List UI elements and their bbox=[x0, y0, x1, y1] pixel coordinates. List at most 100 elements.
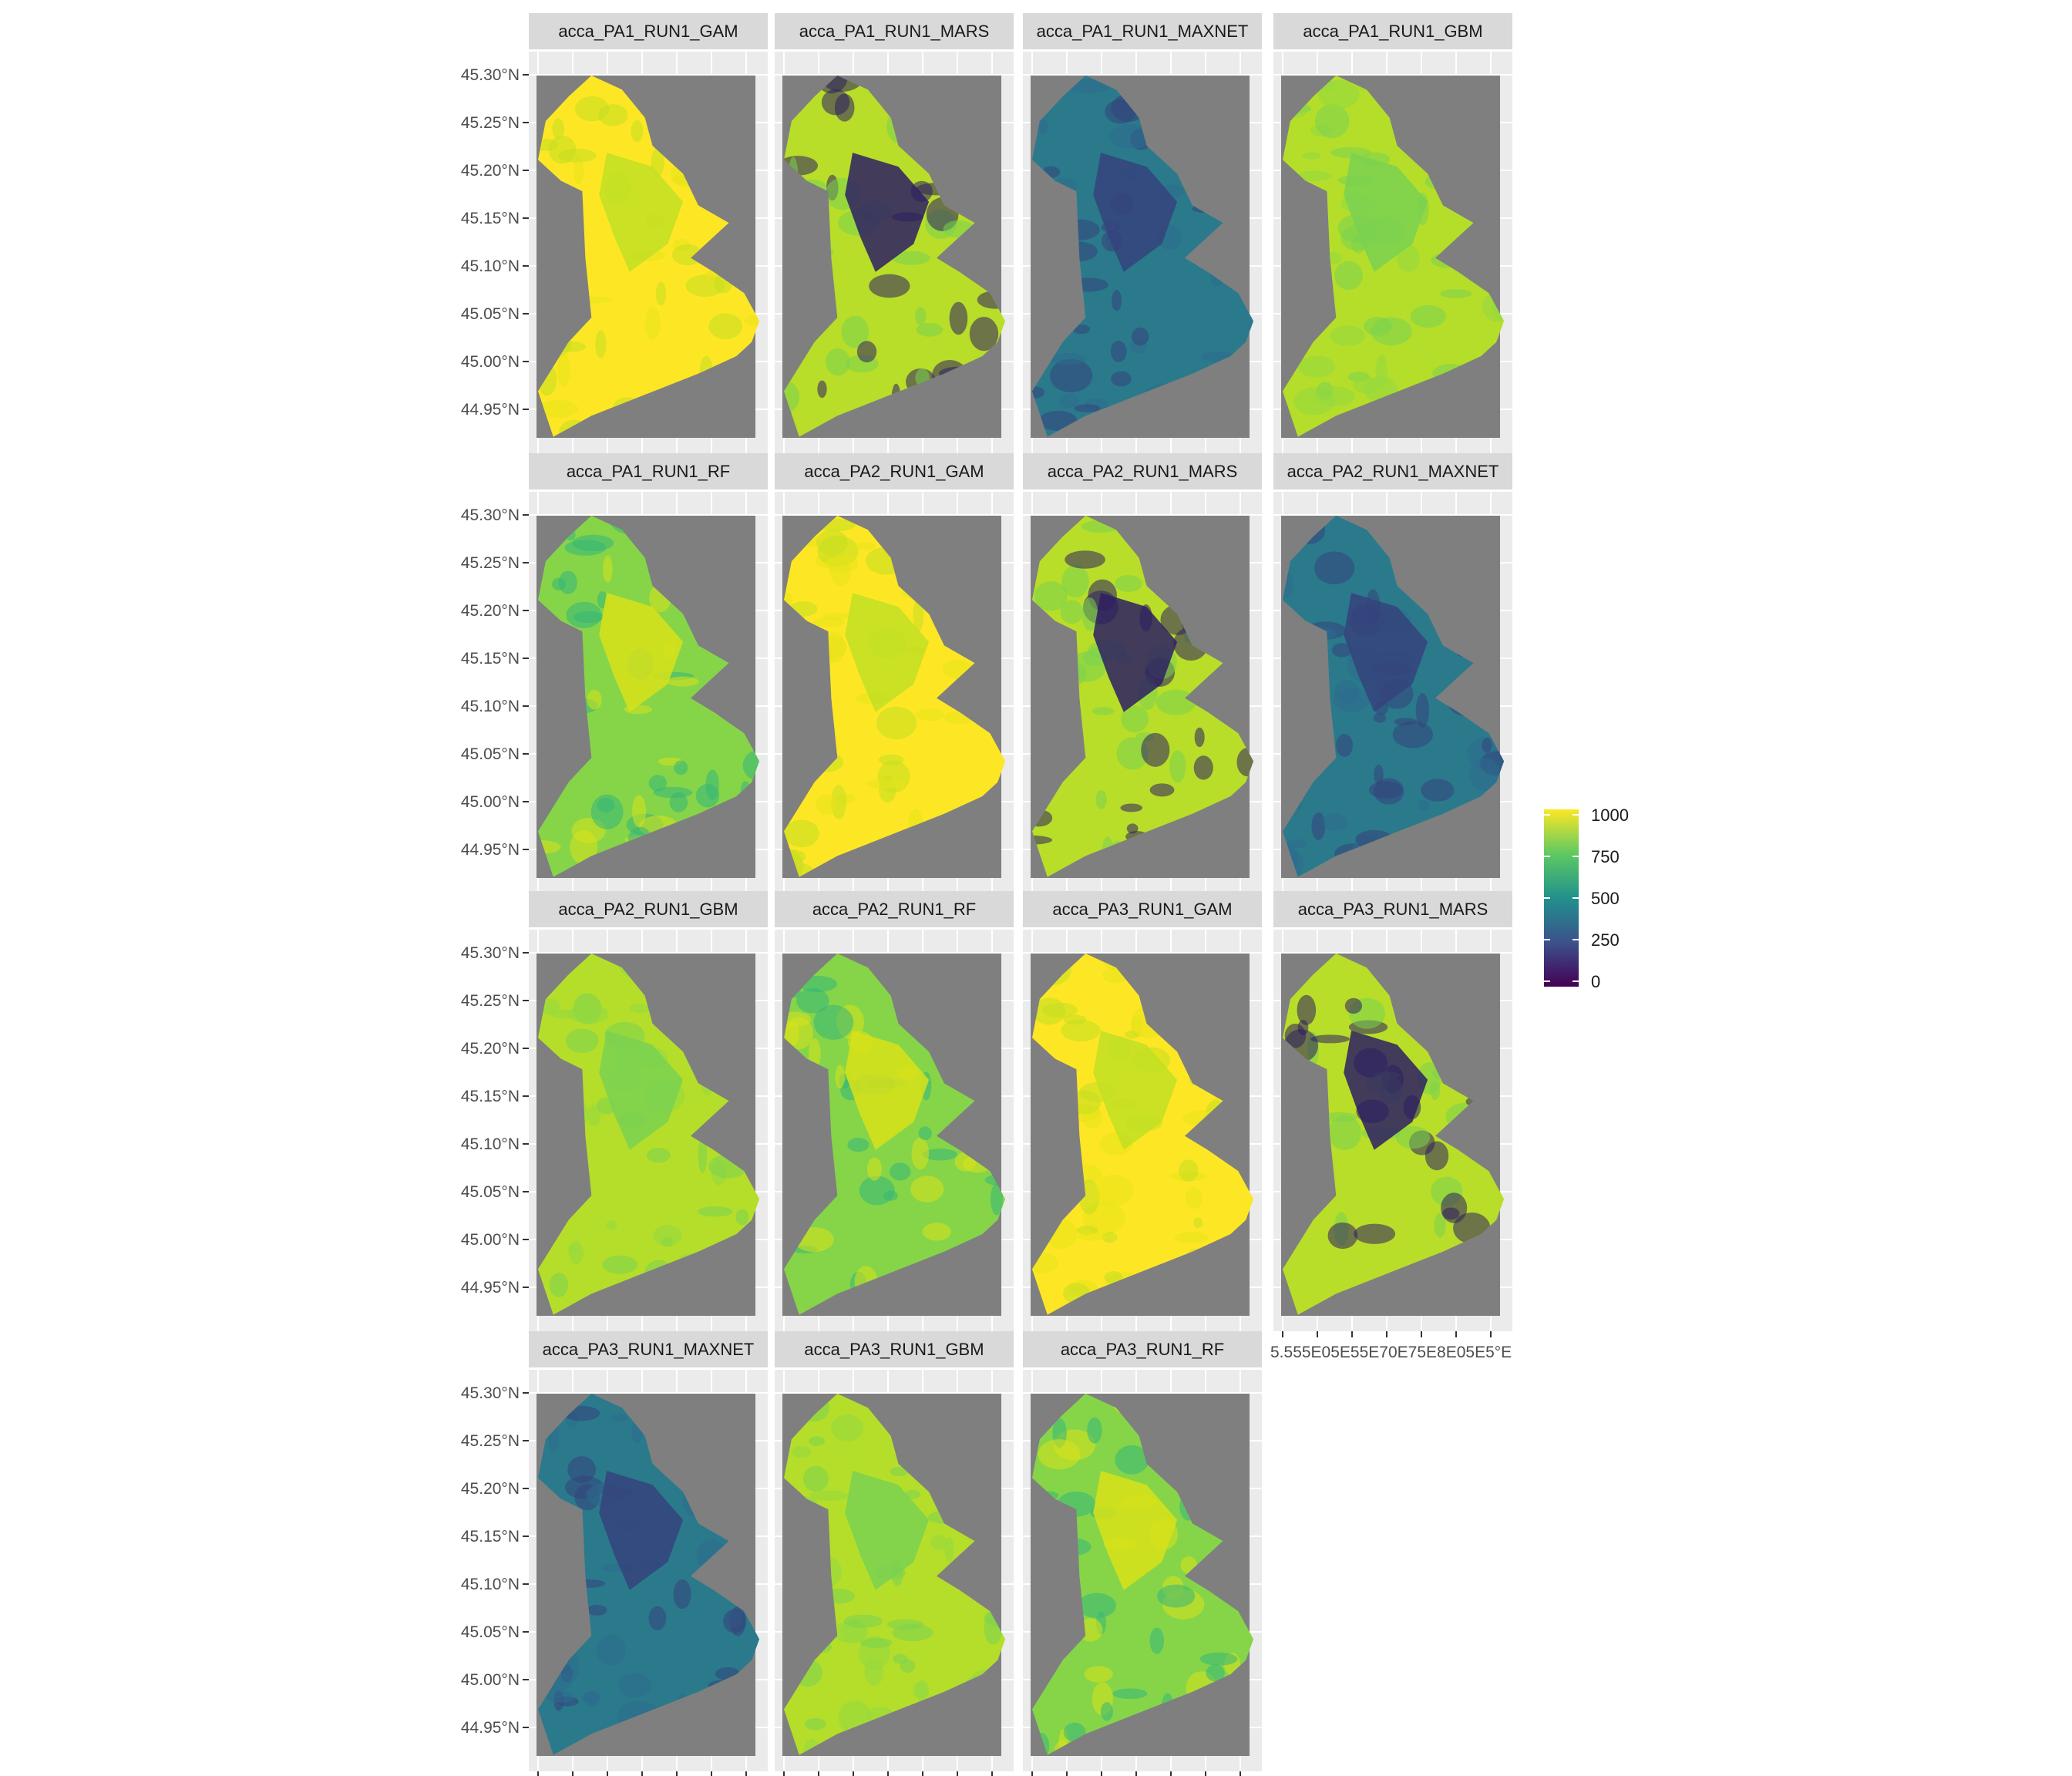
raster-texture bbox=[705, 769, 719, 800]
facet-title: acca_PA1_RUN1_RF bbox=[567, 462, 730, 481]
facet-panel: acca_PA2_RUN1_GAM bbox=[775, 453, 1014, 893]
y-tick-label: 45.30°N bbox=[461, 944, 520, 962]
raster-texture bbox=[644, 306, 661, 340]
raster-texture bbox=[573, 156, 584, 185]
raster-texture bbox=[1327, 1222, 1358, 1250]
raster-texture bbox=[1049, 358, 1093, 393]
raster-texture bbox=[568, 1240, 584, 1264]
facet-strip bbox=[775, 13, 1014, 49]
raster-texture bbox=[969, 316, 999, 352]
raster-texture bbox=[1114, 575, 1142, 592]
raster-texture bbox=[1094, 1174, 1133, 1206]
raster-texture bbox=[796, 987, 829, 1014]
y-tick-label: 45.10°N bbox=[461, 698, 520, 715]
raster-texture bbox=[1410, 304, 1446, 328]
raster-texture bbox=[648, 1606, 667, 1630]
facet-strip bbox=[1273, 13, 1512, 49]
raster-texture bbox=[841, 315, 870, 348]
raster-core bbox=[1093, 1471, 1178, 1590]
raster-core bbox=[599, 153, 684, 272]
y-tick-label: 45.20°N bbox=[461, 1480, 520, 1498]
facet-panel: acca_PA2_RUN1_RF bbox=[775, 891, 1014, 1331]
facet-title: acca_PA1_RUN1_MARS bbox=[799, 22, 990, 41]
raster-texture bbox=[742, 749, 760, 782]
y-tick-label: 45.10°N bbox=[461, 257, 520, 275]
legend-tick-label: 1000 bbox=[1591, 806, 1629, 825]
raster-texture bbox=[859, 1637, 893, 1648]
facet-strip bbox=[775, 891, 1014, 927]
y-tick-label: 45.30°N bbox=[461, 1384, 520, 1402]
raster-texture bbox=[1333, 688, 1370, 712]
raster-texture bbox=[1032, 385, 1045, 399]
raster-texture bbox=[647, 1148, 671, 1163]
facet-title: acca_PA1_RUN1_GAM bbox=[558, 22, 738, 41]
raster-texture bbox=[572, 534, 614, 551]
raster-texture bbox=[1112, 290, 1122, 311]
raster-texture bbox=[866, 1157, 882, 1181]
raster-texture bbox=[1092, 707, 1115, 715]
raster-texture bbox=[915, 307, 927, 325]
raster-texture bbox=[587, 1104, 601, 1127]
legend-tick-label: 250 bbox=[1591, 930, 1620, 950]
raster-core bbox=[845, 153, 930, 272]
raster-texture bbox=[1330, 146, 1372, 159]
facet-panel: acca_PA2_RUN1_GBM 45.30°N 45.25°N 45.20°N 45… bbox=[461, 891, 768, 1331]
raster-texture bbox=[834, 93, 855, 122]
y-tick-label: 45.10°N bbox=[461, 1576, 520, 1593]
raster-texture bbox=[900, 1659, 916, 1673]
raster-texture bbox=[648, 775, 668, 792]
raster-texture bbox=[1392, 721, 1434, 748]
raster-texture bbox=[916, 322, 944, 337]
raster-texture bbox=[1302, 152, 1321, 160]
y-tick-label: 44.95°N bbox=[461, 1719, 520, 1737]
y-tick-label: 45.10°N bbox=[461, 1135, 520, 1153]
raster-texture bbox=[744, 314, 760, 327]
facet-panel: acca_PA1_RUN1_RF 45.30°N 45.25°N 45.20°N 45.… bbox=[461, 453, 768, 893]
raster-texture bbox=[804, 1717, 826, 1731]
facet-title: acca_PA1_RUN1_GBM bbox=[1303, 22, 1482, 41]
facet-strip bbox=[529, 453, 768, 489]
raster-texture bbox=[723, 1609, 747, 1633]
raster-core bbox=[599, 593, 684, 712]
y-tick-label: 45.00°N bbox=[461, 353, 520, 371]
raster-core bbox=[1344, 153, 1428, 272]
raster-texture bbox=[866, 779, 906, 789]
raster-texture bbox=[1068, 79, 1111, 94]
raster-texture bbox=[631, 119, 644, 143]
raster-core bbox=[1093, 153, 1178, 272]
raster-texture bbox=[1482, 738, 1492, 753]
facet-strip bbox=[775, 453, 1014, 489]
facet-panel: acca_PA1_RUN1_MAXNET bbox=[1023, 13, 1262, 453]
raster-core bbox=[599, 1471, 684, 1590]
raster-texture bbox=[1157, 1584, 1196, 1608]
raster-texture bbox=[558, 148, 597, 163]
raster-core bbox=[845, 593, 930, 712]
raster-texture bbox=[1104, 1271, 1123, 1284]
raster-texture bbox=[1424, 1141, 1449, 1171]
raster-texture bbox=[539, 399, 578, 419]
raster-texture bbox=[821, 76, 863, 92]
facet-panel: acca_PA3_RUN1_MARS 5.555E05E55E70E75E8E05… bbox=[1270, 891, 1512, 1361]
y-tick-label: 45.00°N bbox=[461, 1671, 520, 1689]
facet-strip bbox=[529, 13, 768, 49]
raster-texture bbox=[566, 601, 602, 628]
legend-tick-label: 0 bbox=[1591, 972, 1600, 991]
raster-core bbox=[1344, 593, 1428, 712]
raster-texture bbox=[1185, 1187, 1202, 1209]
raster-texture bbox=[876, 706, 917, 740]
raster-texture bbox=[1112, 1688, 1148, 1700]
x-tick-label: 5.555E05E55E70E75E8E05E5°E bbox=[1270, 1344, 1512, 1361]
facet-panel: acca_PA3_RUN1_RF5.555E05E55E70E75E8E05E5… bbox=[1023, 1331, 1262, 1776]
raster-texture bbox=[1034, 581, 1068, 611]
raster-texture bbox=[890, 1162, 911, 1181]
raster-texture bbox=[1395, 1125, 1431, 1149]
raster-texture bbox=[1430, 1081, 1441, 1101]
raster-core bbox=[599, 1031, 684, 1150]
raster-texture bbox=[1313, 386, 1355, 407]
raster-texture bbox=[854, 542, 876, 551]
facet-title: acca_PA2_RUN1_GBM bbox=[558, 900, 738, 919]
raster-texture bbox=[597, 798, 615, 813]
facet-panel: acca_PA3_RUN1_GAM bbox=[1023, 891, 1262, 1331]
y-tick-label: 45.25°N bbox=[461, 114, 520, 132]
raster-texture bbox=[546, 1690, 575, 1704]
